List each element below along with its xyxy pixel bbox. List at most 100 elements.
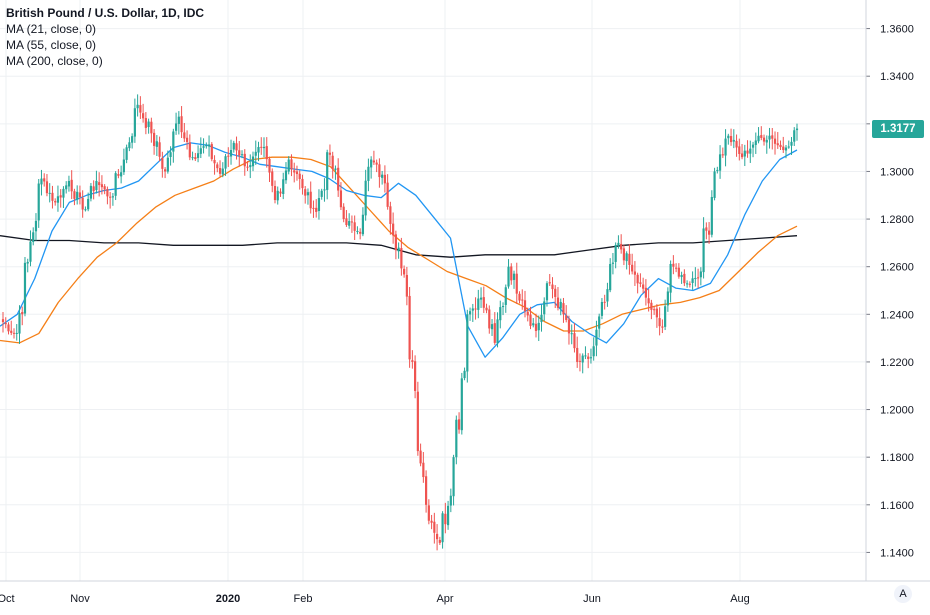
candle-body [284,170,288,181]
candle-body [707,230,711,235]
candle-body [73,191,76,199]
candle-body [32,232,35,242]
candle-body [287,159,290,172]
candle-body [639,282,642,284]
candle-body [727,135,730,139]
candle-body [276,190,279,201]
legend-ma200[interactable]: MA (200, close, 0) [6,54,103,68]
candle-body [306,192,310,196]
candle-body [279,191,282,194]
candle-body [1,319,5,323]
candle-body [238,150,241,156]
candle-body [617,242,620,246]
candle-body [425,476,428,505]
candle-body [551,284,554,290]
candle-body [567,319,571,334]
candle-body [147,121,150,128]
candle-body [661,326,664,328]
y-tick-label: 1.2800 [880,214,914,226]
candle-body [260,146,263,148]
legend-ma55[interactable]: MA (55, close, 0) [6,38,97,52]
candle-body [485,307,488,311]
candle-body [779,144,782,148]
candle-body [765,139,768,143]
candle-body [603,301,606,303]
candle-body [598,316,601,329]
candle-body [468,311,472,315]
ma21-line [0,142,798,358]
candle-body [694,277,697,280]
ma55-series [0,156,798,344]
candle-body [298,173,301,180]
candle-body [131,136,134,143]
candle-body [675,267,678,269]
candle-body [216,164,219,169]
candle-body [106,189,109,197]
auto-scale-button[interactable]: A [894,585,912,603]
candle-body [210,144,213,160]
candle-body [455,419,458,458]
candle-body [81,197,84,210]
candle-body [554,288,557,297]
candle-body [787,146,790,148]
candle-body [378,164,381,178]
candle-body [37,183,40,221]
y-tick-label: 1.3400 [880,71,914,83]
candle-body [633,271,637,275]
candle-body [100,184,104,188]
candle-body [142,113,145,119]
candle-body [762,137,766,142]
candle-body [21,312,24,315]
candle-body [403,268,406,275]
candle-body [246,166,249,168]
candle-body [353,222,356,231]
candle-body [240,154,244,156]
candle-body [139,105,142,113]
x-tick-label: Jun [583,593,601,605]
candle-body [496,319,499,344]
legend-ma21[interactable]: MA (21, close, 0) [6,22,97,36]
candle-body [213,159,216,164]
candle-body [54,201,57,203]
candle-body [460,378,463,431]
candle-body [372,160,375,163]
candle-body [521,299,524,301]
candle-body [158,142,161,157]
candle-body [680,275,683,278]
candle-body [262,146,266,149]
candle-body [757,135,760,142]
candle-body [705,227,708,231]
candle-body [76,191,79,200]
candle-body [125,147,128,160]
candle-body [207,144,211,147]
candle-body [103,186,106,190]
candle-body [394,234,397,251]
x-tick-label: Apr [436,593,453,605]
candle-body [584,355,587,357]
candle-body [537,322,540,331]
x-tick-label: Nov [70,593,90,605]
candle-body [592,346,595,357]
candle-body [751,144,755,148]
candle-body [408,295,411,360]
candle-body [304,189,307,196]
candle-body [70,179,73,192]
candle-body [562,303,565,315]
x-tick-label: Aug [730,593,750,605]
candle-body [457,419,461,430]
candle-body [342,206,345,220]
candle-body [191,157,194,159]
candle-body [699,271,702,278]
candle-body [4,322,7,325]
candle-body [172,131,175,152]
candle-body [477,298,480,310]
y-tick-label: 1.3600 [880,24,914,36]
candle-body [92,186,95,192]
candle-body [754,140,757,145]
candle-body [232,142,235,150]
candle-body [312,207,315,209]
candle-body [367,166,370,181]
y-tick-label: 1.3000 [880,166,914,178]
